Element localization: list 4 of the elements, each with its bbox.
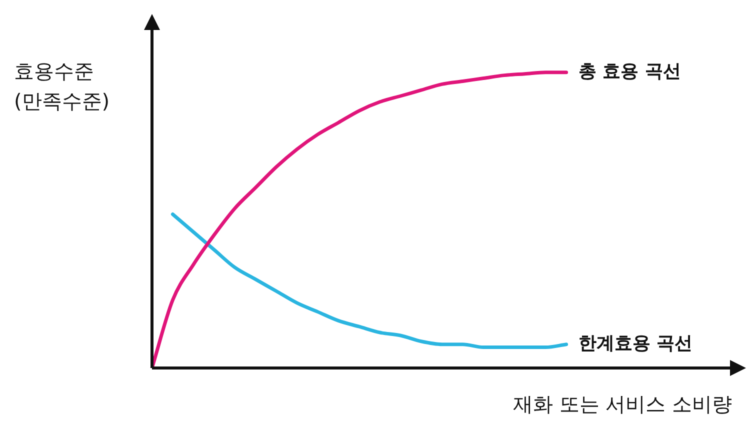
x-axis-title: 재화 또는 서비스 소비량	[512, 392, 732, 416]
series-label: 총 효용 곡선	[578, 61, 681, 82]
series-label: 한계효용 곡선	[578, 333, 693, 354]
y-axis-title: 효용수준 (만족수준)	[14, 59, 110, 114]
